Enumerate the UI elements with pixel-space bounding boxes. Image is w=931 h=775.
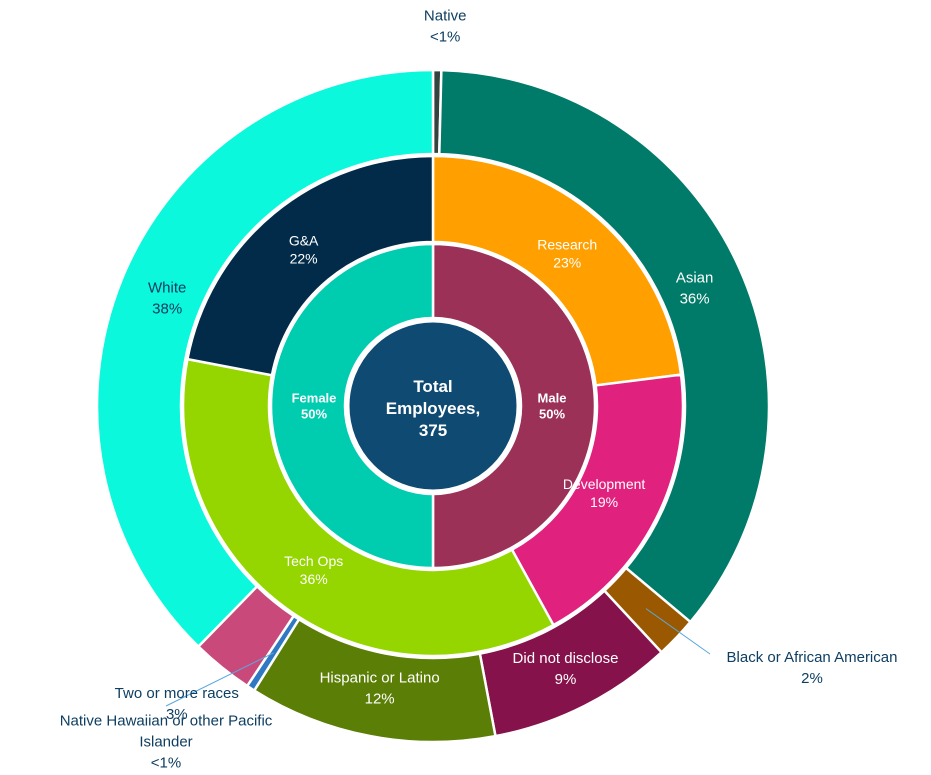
data-label-department-tech-ops: Tech Ops 36% — [284, 553, 343, 587]
leader-line-black — [645, 608, 711, 655]
data-label-center-total: Total Employees, 375 — [386, 377, 481, 440]
department-slice-g-and-a — [185, 154, 435, 377]
gender-ring — [269, 242, 597, 570]
leader-line-native-hawaiian — [165, 652, 274, 707]
data-label-race-american-indian: American Indian or AlaskaNative<1% — [358, 0, 533, 45]
data-label-race-asian: Asian 36% — [676, 270, 714, 308]
data-label-race-two-or-more: Two or more races 3% — [115, 685, 239, 723]
race-ring — [95, 68, 771, 744]
data-label-gender-male: Male 50% — [538, 391, 567, 422]
data-label-department-g-and-a: G&A 22% — [289, 232, 319, 266]
data-label-department-development: Development 19% — [563, 476, 646, 510]
data-labels: Total Employees, 375 Male 50% Female 50% Resear… — [60, 0, 898, 771]
data-label-department-research: Research 23% — [537, 237, 597, 271]
race-slice-white — [95, 68, 435, 649]
data-label-race-did-not-disclose: Did not disclose 9% — [513, 650, 619, 688]
center-total-disc — [346, 319, 520, 493]
department-ring — [181, 154, 685, 658]
leader-lines — [165, 608, 711, 707]
department-slice-research — [431, 154, 683, 387]
data-label-gender-female: Female 50% — [292, 391, 337, 422]
gender-slice-female — [269, 242, 435, 570]
department-slice-tech-ops — [181, 357, 556, 658]
center-disc — [346, 319, 520, 493]
data-label-race-hispanic: Hispanic or Latino 12% — [320, 670, 440, 708]
gender-slice-male — [431, 242, 597, 570]
data-label-race-white: White 38% — [148, 280, 186, 318]
data-label-race-black: Black or African American 2% — [727, 649, 898, 687]
race-slice-asian — [438, 68, 771, 624]
data-label-race-native-hawaiian: Native Hawaiian or other Pacific Islander… — [60, 712, 273, 771]
